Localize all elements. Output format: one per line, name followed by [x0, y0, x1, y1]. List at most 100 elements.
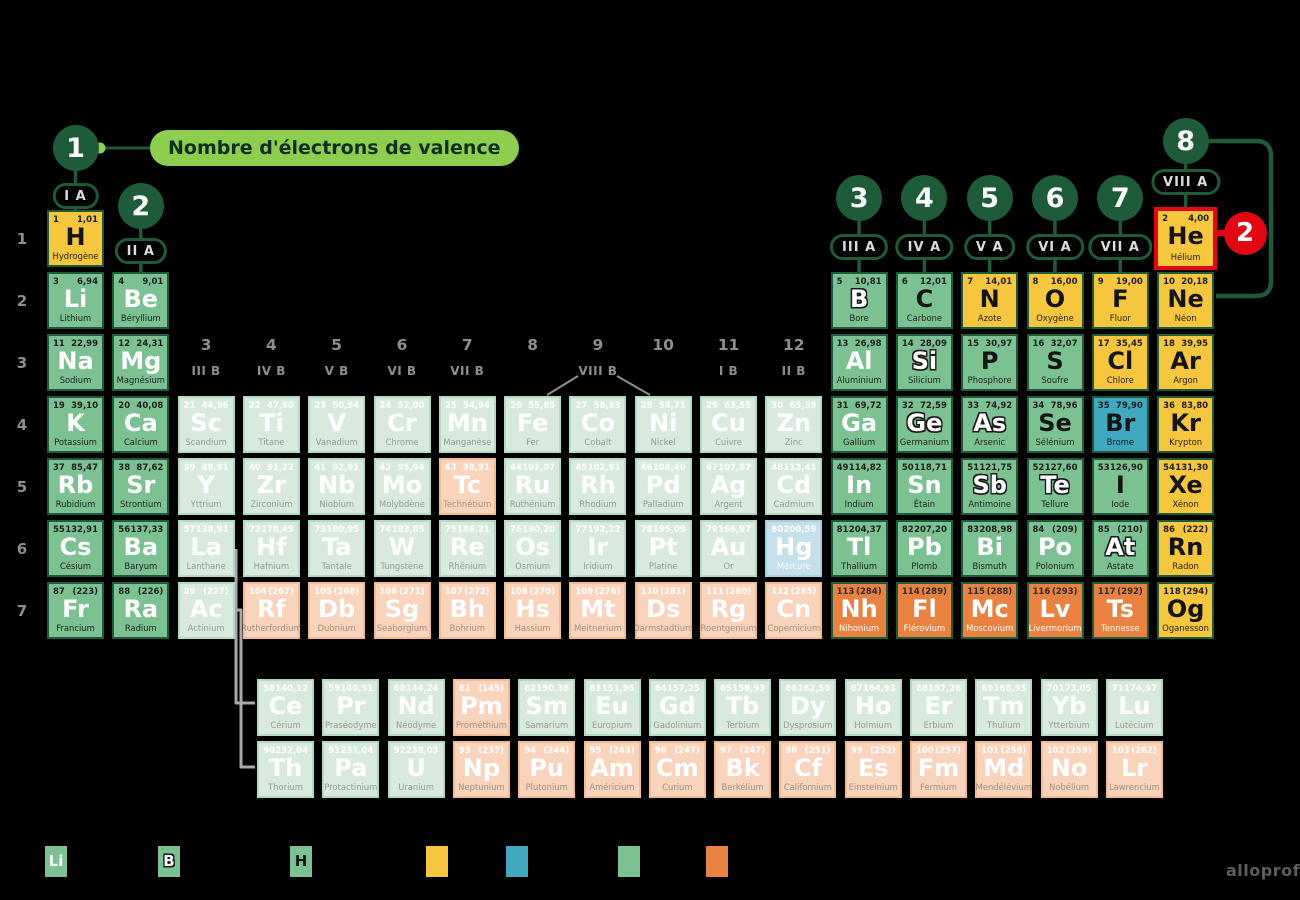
atomic-mass: (280) — [725, 587, 751, 597]
atomic-number: 18 — [1163, 339, 1175, 349]
group-number-6: 6 — [396, 336, 408, 354]
atomic-mass: 238,03 — [405, 746, 439, 756]
element-symbol: Rf — [256, 595, 286, 623]
element-name: Oxygène — [1036, 313, 1074, 323]
atomic-mass: 178,49 — [261, 525, 294, 535]
atomic-mass: (276) — [594, 587, 621, 597]
element-name: Cadmium — [773, 499, 814, 509]
element-name: Germanium — [899, 437, 950, 447]
element-name: Hydrogène — [52, 251, 99, 261]
atomic-mass: (272) — [464, 587, 490, 597]
group-label-IVB: IV B — [256, 364, 286, 378]
atomic-mass: 79,90 — [1115, 401, 1143, 411]
atomic-mass: (244) — [543, 746, 570, 756]
group-number-3: 3 — [200, 336, 212, 354]
element-symbol: Sc — [190, 409, 222, 437]
atomic-number: 20 — [118, 401, 131, 411]
element-symbol: Rg — [710, 595, 747, 623]
element-Nh: 113 (284) Nh Nihonium — [830, 582, 888, 639]
viiib-right-line — [616, 375, 651, 396]
group-pill-IA: I A — [52, 183, 99, 209]
atomic-mass: 162,50 — [797, 684, 831, 694]
element-name: Darmstadtium — [633, 623, 694, 633]
element-name: Argon — [1173, 375, 1198, 385]
element-name: Thulium — [986, 720, 1021, 730]
element-name: Protactinium — [324, 782, 378, 792]
element-Tm: 69 168,93 Tm Thulium — [975, 679, 1033, 736]
element-Pm: 61 (145) Pm Prométhium — [452, 679, 510, 736]
group-pill-IVA: IV A — [895, 234, 954, 260]
atomic-number: 97 — [720, 746, 732, 756]
element-Xe: 54 131,30 Xe Xénon — [1157, 458, 1215, 515]
element-Cf: 98 (251) Cf Californium — [779, 741, 837, 798]
atomic-number: 98 — [785, 746, 798, 756]
element-symbol: No — [1050, 754, 1088, 782]
element-name: Baryum — [124, 561, 158, 571]
element-symbol: Au — [710, 533, 747, 561]
element-symbol: Ho — [854, 692, 892, 720]
atomic-mass: 26,98 — [854, 339, 882, 349]
element-Ho: 67 164,93 Ho Holmium — [844, 679, 902, 736]
atomic-mass: (257) — [935, 746, 961, 756]
atomic-number: 61 — [458, 684, 471, 694]
element-name: Étain — [913, 499, 936, 509]
atomic-number: 1 — [53, 215, 59, 225]
element-Br: 35 79,90 Br Brome — [1091, 396, 1149, 453]
atomic-number: 108 — [510, 587, 528, 597]
element-Fr: 87 (223) Fr Francium — [47, 582, 104, 639]
element-symbol: Sb — [972, 471, 1007, 499]
element-Yb: 70 173,05 Yb Ytterbium — [1040, 679, 1098, 736]
atomic-number: 114 — [901, 587, 920, 597]
atomic-number: 76 — [510, 525, 522, 535]
atomic-mass: 65,39 — [789, 401, 817, 411]
element-Ta: 73 180,95 Ta Tantale — [308, 520, 366, 577]
atomic-mass: 30,97 — [985, 339, 1013, 349]
valence-count-circle-4: 4 — [901, 175, 948, 221]
element-symbol: F — [1112, 285, 1129, 313]
element-name: Or — [723, 561, 734, 571]
element-name: Uranium — [398, 782, 434, 792]
group-pill-IIA: II A — [114, 238, 167, 264]
element-symbol: Cm — [655, 754, 699, 782]
atomic-mass: 20,18 — [1181, 277, 1209, 287]
atomic-mass: 54,94 — [462, 401, 490, 411]
atomic-number: 32 — [901, 401, 914, 411]
element-Tc: 43 98,91 Tc Technétium — [438, 458, 496, 515]
element-symbol: Ir — [587, 533, 609, 561]
element-Ir: 77 192,22 Ir Iridium — [569, 520, 627, 577]
atomic-mass: 192,22 — [587, 525, 621, 535]
atomic-number: 69 — [981, 684, 994, 694]
atomic-number: 113 — [836, 587, 855, 597]
actinide-bracket — [235, 608, 255, 769]
atomic-mass: (227) — [203, 587, 229, 597]
element-He: 2 4,00 He Hélium — [1154, 207, 1218, 270]
atomic-number: 49 — [836, 463, 849, 473]
element-name: Prométhium — [455, 720, 507, 730]
element-name: Meitnerium — [574, 623, 622, 633]
element-Dy: 66 162,50 Dy Dysprosium — [779, 679, 837, 736]
element-symbol: Rh — [580, 471, 616, 499]
atomic-mass: 47,90 — [267, 401, 294, 411]
element-Pt: 78 195,09 Pt Platine — [634, 520, 692, 577]
atomic-mass: 58,93 — [593, 401, 621, 411]
atomic-mass: (252) — [870, 746, 896, 756]
atomic-number: 54 — [1163, 463, 1175, 473]
element-symbol: Cl — [1107, 347, 1134, 375]
element-Lv: 116 (293) Lv Livermorium — [1026, 582, 1084, 639]
period-label-7: 7 — [16, 601, 28, 620]
element-symbol: Br — [1105, 409, 1136, 437]
element-Cr: 24 52,00 Cr Chrome — [373, 396, 431, 453]
element-Zn: 30 65,39 Zn Zinc — [765, 396, 823, 453]
atomic-number: 33 — [967, 401, 980, 411]
atomic-number: 42 — [379, 463, 392, 473]
atomic-number: 89 — [183, 587, 196, 597]
element-symbol: Rn — [1167, 533, 1204, 561]
atomic-number: 52 — [1032, 463, 1045, 473]
element-symbol: Tl — [846, 533, 872, 561]
element-symbol: Po — [1037, 533, 1073, 561]
element-symbol: Mn — [446, 409, 488, 437]
element-symbol: Li — [63, 285, 88, 313]
element-symbol: Md — [983, 754, 1025, 782]
element-symbol: Np — [462, 754, 501, 782]
element-symbol: Nd — [397, 692, 435, 720]
